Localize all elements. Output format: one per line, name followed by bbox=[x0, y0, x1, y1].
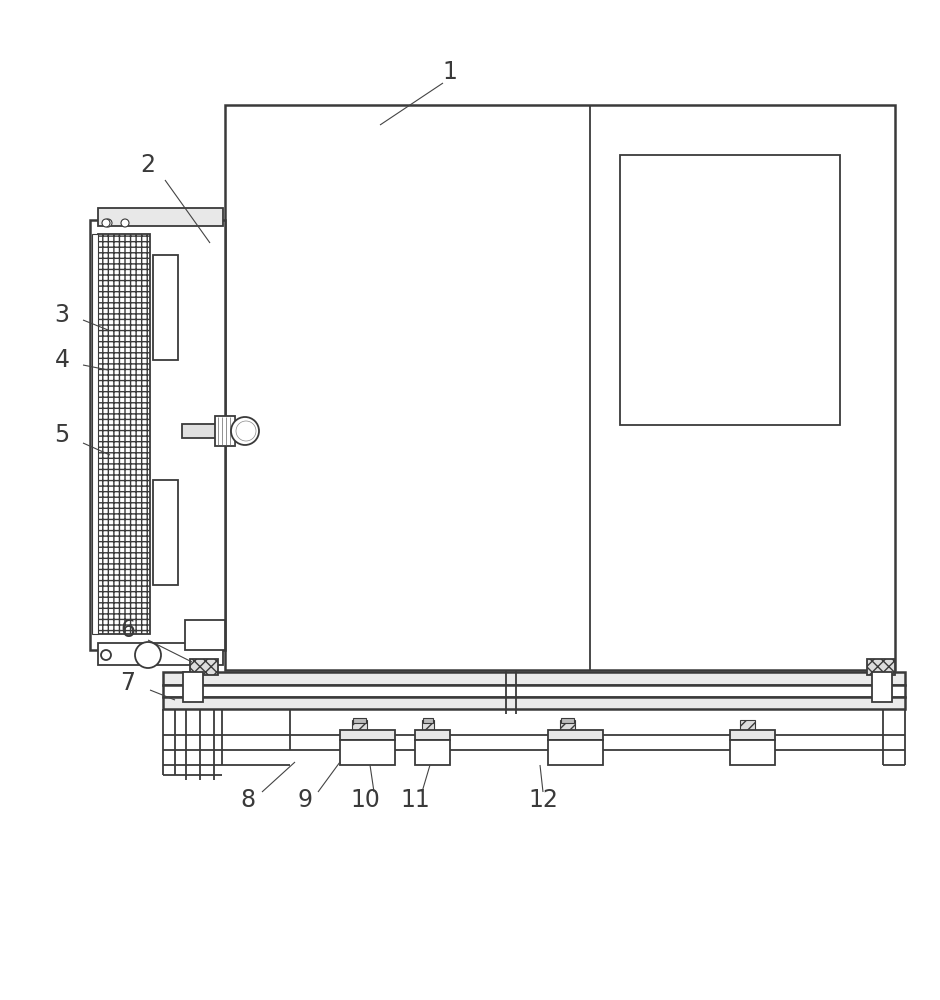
Bar bbox=[352, 720, 367, 732]
Bar bbox=[867, 659, 895, 675]
Bar bbox=[340, 740, 395, 765]
Bar bbox=[183, 672, 203, 702]
Circle shape bbox=[102, 219, 110, 227]
Text: 9: 9 bbox=[297, 788, 312, 812]
Text: 1: 1 bbox=[443, 60, 458, 84]
Bar bbox=[153, 255, 178, 360]
Text: 10: 10 bbox=[350, 788, 380, 812]
Text: 8: 8 bbox=[241, 788, 256, 812]
Bar bbox=[415, 730, 450, 740]
Bar bbox=[620, 155, 840, 425]
Bar bbox=[548, 740, 603, 765]
Bar bbox=[872, 672, 892, 702]
Bar bbox=[163, 697, 905, 709]
Bar bbox=[423, 718, 433, 723]
Bar bbox=[185, 620, 225, 650]
Bar bbox=[90, 220, 225, 650]
Bar bbox=[740, 720, 755, 732]
Bar bbox=[561, 718, 574, 723]
Text: 11: 11 bbox=[400, 788, 430, 812]
Bar bbox=[225, 105, 895, 670]
Circle shape bbox=[104, 219, 112, 227]
Bar bbox=[98, 208, 223, 226]
Circle shape bbox=[121, 219, 129, 227]
Bar bbox=[153, 480, 178, 585]
Text: 12: 12 bbox=[528, 788, 558, 812]
Circle shape bbox=[101, 650, 111, 660]
Bar bbox=[730, 730, 775, 740]
Bar bbox=[340, 730, 395, 740]
Text: 2: 2 bbox=[140, 153, 155, 177]
Text: 7: 7 bbox=[120, 671, 135, 695]
Text: 6: 6 bbox=[120, 618, 135, 642]
Bar bbox=[182, 424, 220, 438]
Bar bbox=[548, 730, 603, 740]
Bar bbox=[353, 718, 366, 723]
Bar bbox=[422, 720, 434, 732]
Text: 5: 5 bbox=[55, 423, 70, 447]
Bar bbox=[730, 740, 775, 765]
Bar bbox=[163, 672, 905, 685]
Bar bbox=[92, 234, 98, 634]
Bar bbox=[190, 659, 218, 675]
Bar bbox=[98, 234, 150, 634]
Bar bbox=[215, 416, 235, 446]
Text: 4: 4 bbox=[55, 348, 70, 372]
Circle shape bbox=[231, 417, 259, 445]
Bar bbox=[560, 720, 575, 732]
Circle shape bbox=[135, 642, 161, 668]
Bar bbox=[98, 643, 223, 665]
Text: 3: 3 bbox=[55, 303, 70, 327]
Bar bbox=[163, 685, 905, 697]
Bar bbox=[415, 740, 450, 765]
